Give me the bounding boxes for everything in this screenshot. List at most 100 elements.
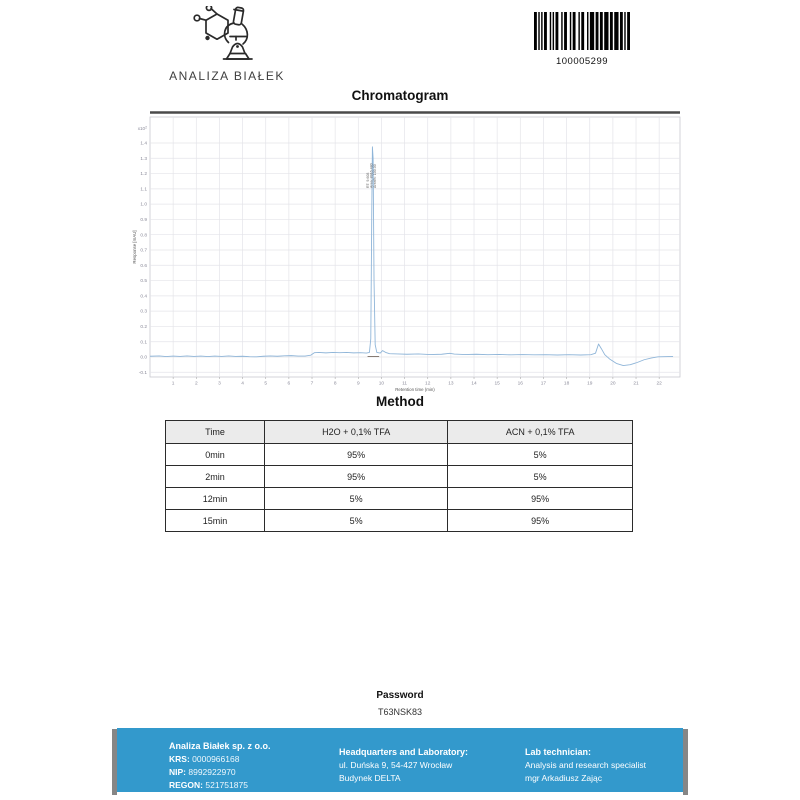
barcode-image xyxy=(534,12,630,50)
footer: Analiza Białek sp. z o.o. KRS: 000096616… xyxy=(117,728,683,792)
footer-krs: KRS: 0000966168 xyxy=(169,754,240,764)
password-label: Password xyxy=(376,690,424,701)
footer-technician-title: Lab technician: xyxy=(525,747,592,757)
svg-text:-0.1: -0.1 xyxy=(139,370,148,376)
footer-shadow-right xyxy=(683,729,688,795)
svg-text:22: 22 xyxy=(656,381,662,387)
svg-text:0.9: 0.9 xyxy=(140,217,147,223)
y-axis-title: Response [mAU] xyxy=(132,230,137,263)
svg-text:Area: 8916.480: Area: 8916.480 xyxy=(369,163,373,188)
svg-text:7: 7 xyxy=(311,381,314,387)
method-title: Method xyxy=(376,394,424,409)
footer-technician-name: mgr Arkadiusz Zając xyxy=(525,773,602,783)
peak-annotation: RT: 9.608 Area: 8916.480 Area%: 100.00 xyxy=(366,163,377,188)
microscope-molecule-icon xyxy=(193,4,253,60)
footer-regon: REGON: 521751875 xyxy=(169,780,248,790)
footer-company-name: Analiza Białek sp. z o.o. xyxy=(169,741,271,751)
password-value: T63NSK83 xyxy=(377,707,423,717)
chromatogram-plot: 1.4 1.3 1.2 1.1 1.0 0.9 0.8 0.7 0.6 0.5 0.4 0.3 0.2 0… xyxy=(132,111,681,392)
table-cell: 5% xyxy=(263,487,449,510)
footer-hq-address: ul. Duńska 9, 54-427 Wrocław xyxy=(339,760,453,770)
footer-technician-block: Lab technician: Analysis and research sp… xyxy=(525,746,646,785)
svg-text:0.4: 0.4 xyxy=(140,293,147,299)
svg-text:8: 8 xyxy=(334,381,337,387)
table-cell: 2min xyxy=(165,465,265,488)
chromatogram-chart: 1.4 1.3 1.2 1.1 1.0 0.9 0.8 0.7 0.6 0.5 0.4 0.3 0.2 0… xyxy=(128,108,688,398)
svg-text:4: 4 xyxy=(241,381,244,387)
table-cell: 95% xyxy=(263,443,449,466)
chromatogram-title: Chromatogram xyxy=(351,88,449,103)
footer-nip: NIP: 8992922970 xyxy=(169,767,236,777)
footer-hq-building: Budynek DELTA xyxy=(339,773,401,783)
method-column-header: Time xyxy=(165,420,265,444)
svg-text:1.1: 1.1 xyxy=(140,186,147,192)
method-column-header: H2O + 0,1% TFA xyxy=(263,420,449,444)
table-cell: 12min xyxy=(165,487,265,510)
svg-text:5: 5 xyxy=(264,381,267,387)
svg-text:Area%: 100.00: Area%: 100.00 xyxy=(373,164,377,188)
footer-hq-block: Headquarters and Laboratory: ul. Duńska … xyxy=(339,746,468,785)
svg-text:RT: 9.608: RT: 9.608 xyxy=(366,173,370,188)
plot-frame xyxy=(149,116,681,378)
table-cell: 0min xyxy=(165,443,265,466)
svg-text:0.0: 0.0 xyxy=(140,355,147,361)
method-table-head: Time H2O + 0,1% TFA ACN + 0,1% TFA xyxy=(165,420,633,444)
svg-text:0.1: 0.1 xyxy=(140,339,147,345)
svg-text:1: 1 xyxy=(172,381,175,387)
table-cell: 5% xyxy=(447,443,633,466)
barcode-number: 100005299 xyxy=(555,56,609,67)
method-column-header: ACN + 0,1% TFA xyxy=(447,420,633,444)
svg-text:13: 13 xyxy=(448,381,454,387)
svg-text:0.8: 0.8 xyxy=(140,232,147,238)
svg-text:0.5: 0.5 xyxy=(140,278,147,284)
svg-text:15: 15 xyxy=(494,381,500,387)
svg-text:19: 19 xyxy=(587,381,593,387)
svg-text:2: 2 xyxy=(195,381,198,387)
svg-text:1.3: 1.3 xyxy=(140,156,147,162)
footer-shadow-left xyxy=(112,729,117,795)
svg-text:1.2: 1.2 xyxy=(140,171,147,177)
svg-text:3: 3 xyxy=(218,381,221,387)
y-scale-note: x102 xyxy=(138,125,147,131)
chart-grid xyxy=(150,117,680,377)
footer-technician-role: Analysis and research specialist xyxy=(525,760,646,770)
svg-text:14: 14 xyxy=(471,381,477,387)
table-row: 2min 95% 5% xyxy=(165,465,633,488)
logo-text: ANALIZA BIAŁEK xyxy=(169,69,285,83)
table-row: 0min 95% 5% xyxy=(165,443,633,466)
table-cell: 95% xyxy=(447,487,633,510)
chart-series-signal xyxy=(149,146,674,367)
svg-text:0.2: 0.2 xyxy=(140,324,147,330)
method-table: Time H2O + 0,1% TFA ACN + 0,1% TFA 0min 95%… xyxy=(165,420,633,532)
svg-text:0.3: 0.3 xyxy=(140,309,147,315)
x-axis-title: Retention time (min) xyxy=(395,387,435,392)
svg-text:17: 17 xyxy=(541,381,547,387)
svg-text:0.6: 0.6 xyxy=(140,263,147,269)
table-cell: 5% xyxy=(263,509,449,532)
y-tick-labels: 1.4 1.3 1.2 1.1 1.0 0.9 0.8 0.7 0.6 0.5 0.4 0.3 0.2 0… xyxy=(139,141,148,376)
company-logo: ANALIZA BIAŁEK xyxy=(167,4,287,83)
svg-text:6: 6 xyxy=(288,381,291,387)
method-table-body: 0min 95% 5% 2min 95% 5% 12min 5% 95% 15min 5% 95% xyxy=(165,443,633,532)
svg-text:18: 18 xyxy=(564,381,570,387)
svg-text:16: 16 xyxy=(518,381,524,387)
footer-company-block: Analiza Białek sp. z o.o. KRS: 000096616… xyxy=(169,740,271,792)
table-cell: 15min xyxy=(165,509,265,532)
footer-hq-title: Headquarters and Laboratory: xyxy=(339,747,469,757)
svg-text:0.7: 0.7 xyxy=(140,248,147,254)
svg-text:10: 10 xyxy=(379,381,385,387)
svg-text:20: 20 xyxy=(610,381,616,387)
table-cell: 95% xyxy=(263,465,449,488)
svg-text:1.4: 1.4 xyxy=(140,141,147,147)
svg-text:9: 9 xyxy=(357,381,360,387)
x-tick-labels: 1 2 3 4 5 6 7 8 9 10 11 12 13 14 15 16 17 18 19 20 21 22 xyxy=(172,377,662,387)
table-row: 12min 5% 95% xyxy=(165,487,633,510)
table-cell: 5% xyxy=(447,465,633,488)
barcode: 100005299 xyxy=(534,12,630,67)
svg-text:12: 12 xyxy=(425,381,431,387)
svg-text:1.0: 1.0 xyxy=(140,202,147,208)
svg-text:11: 11 xyxy=(402,381,407,387)
table-row: 15min 5% 95% xyxy=(165,509,633,532)
table-cell: 95% xyxy=(447,509,633,532)
